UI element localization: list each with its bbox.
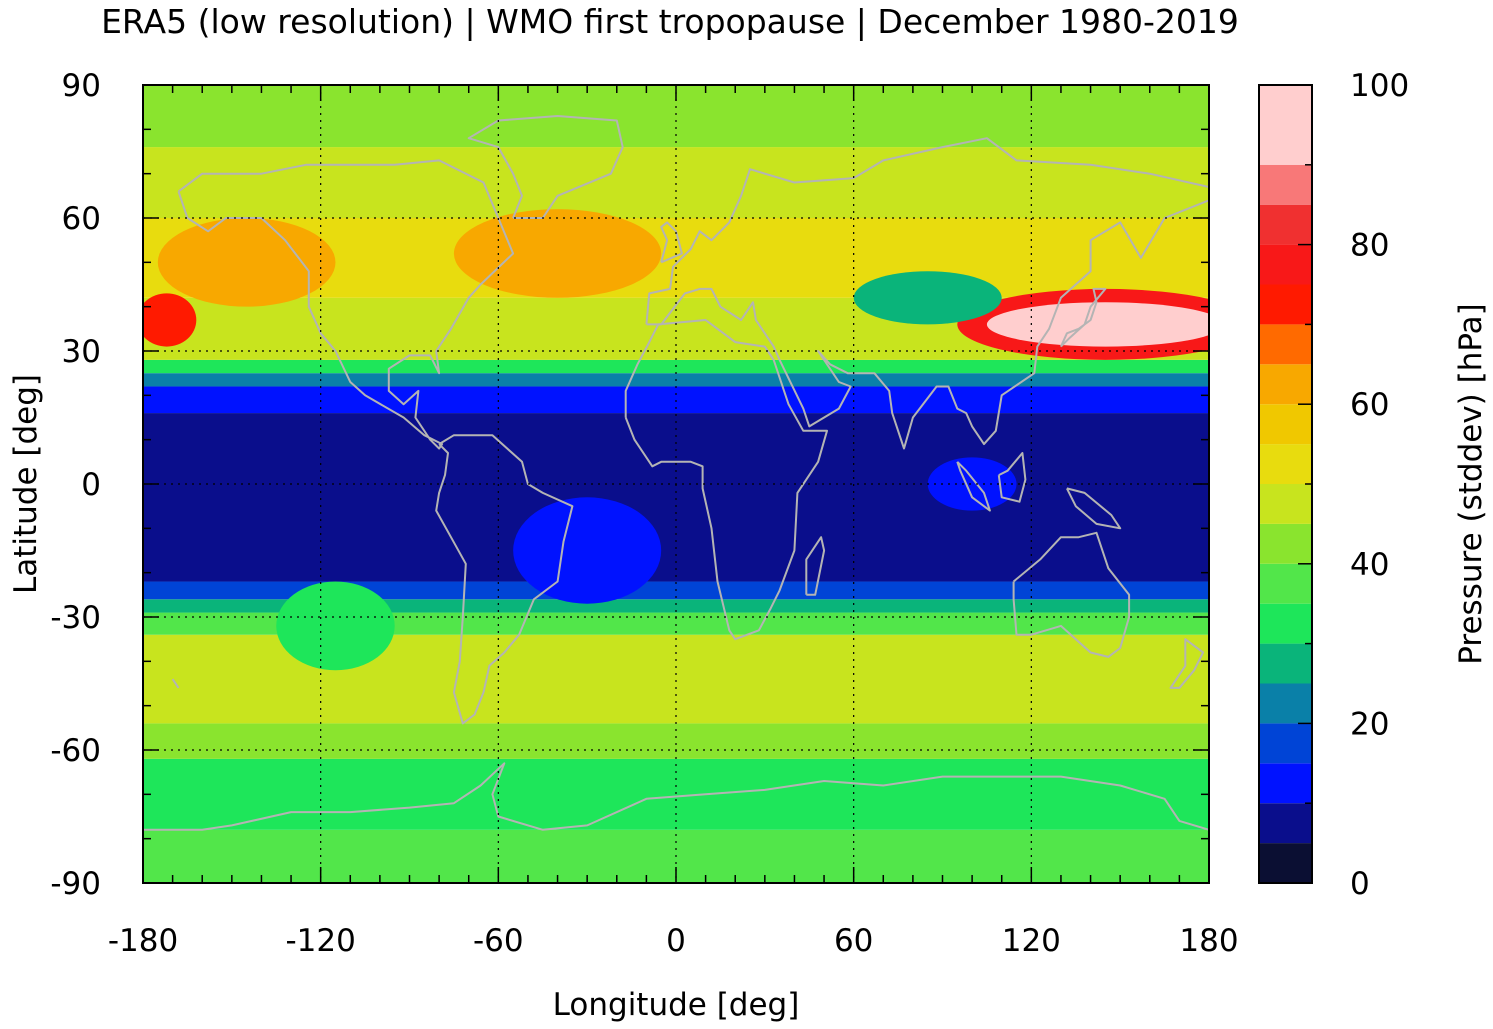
- y-tick-label: -30: [50, 600, 101, 636]
- colorbar-tick-label: 0: [1350, 866, 1370, 902]
- y-tick-label: 0: [81, 467, 101, 503]
- coastline-2: [624, 319, 828, 641]
- axis-ticks: [142, 84, 1210, 884]
- colorbar-level-4: [1259, 683, 1312, 724]
- colorbar-level-1: [1259, 803, 1312, 844]
- colorbar-level-8: [1259, 523, 1312, 564]
- coastline-8: [1059, 287, 1107, 348]
- field-feature-5: [276, 581, 395, 671]
- field-band-5: [143, 599, 1209, 613]
- field-band-8: [143, 386, 1209, 414]
- colorbar-tick-label: 20: [1350, 706, 1389, 742]
- coastline-13: [171, 678, 180, 689]
- coastline-outlines: [143, 115, 1209, 831]
- x-axis-label: Longitude [deg]: [553, 987, 800, 1023]
- colorbar-level-3: [1259, 723, 1312, 764]
- colorbar-frame: [1258, 84, 1313, 884]
- field-band-4: [143, 612, 1209, 635]
- field-feature-2: [157, 218, 336, 307]
- field-feature-1: [453, 209, 662, 298]
- colorbar: [1259, 84, 1312, 884]
- x-tick-label: 60: [834, 923, 873, 959]
- colorbar-level-18: [1259, 85, 1312, 165]
- colorbar-level-6: [1259, 603, 1312, 644]
- colorbar-level-14: [1259, 284, 1312, 325]
- coastline-9: [805, 536, 826, 596]
- coastline-7: [660, 221, 683, 264]
- coastline-1: [435, 434, 574, 725]
- y-tick-label: 30: [62, 334, 101, 370]
- y-tick-label: 60: [62, 201, 101, 237]
- coastline-4: [1012, 531, 1131, 658]
- colorbar-level-17: [1259, 164, 1312, 205]
- colorbar-tick-labels: 0 20 40 60 80 100: [1350, 68, 1409, 902]
- x-tick-label: -180: [108, 923, 178, 959]
- field-feature-6: [853, 271, 1002, 325]
- coastline-12: [1066, 487, 1122, 530]
- colorbar-level-0: [1259, 843, 1312, 883]
- x-tick-label: -120: [285, 923, 355, 959]
- colorbar-level-16: [1259, 204, 1312, 245]
- colorbar-level-11: [1259, 404, 1312, 445]
- colorbar-level-13: [1259, 324, 1312, 365]
- field-feature-8: [143, 293, 197, 347]
- colorbar-level-15: [1259, 244, 1312, 285]
- colorbar-tick-label: 80: [1350, 228, 1389, 264]
- coastline-5: [467, 115, 624, 219]
- field-band-2: [143, 723, 1209, 759]
- colorbar-tick-label: 40: [1350, 547, 1389, 583]
- y-tick-label: -60: [50, 733, 101, 769]
- colorbar-level-9: [1259, 484, 1312, 524]
- grid-lines: [143, 85, 1209, 883]
- coastline-new-zealand: [1169, 638, 1205, 689]
- coastline-0: [177, 159, 515, 450]
- chart-title: ERA5 (low resolution) | WMO first tropop…: [101, 2, 1239, 41]
- field-feature-3: [513, 497, 662, 604]
- coastline-11: [997, 452, 1027, 503]
- colorbar-level-10: [1259, 444, 1312, 484]
- colorbar-level-7: [1259, 563, 1312, 604]
- field-band-1: [143, 758, 1209, 830]
- x-tick-label: 180: [1179, 923, 1238, 959]
- colorbar-tick-label: 100: [1350, 68, 1409, 104]
- colorbar-level-12: [1259, 364, 1312, 405]
- colorbar-level-5: [1259, 643, 1312, 684]
- coastline-3: [645, 137, 1209, 450]
- colorbar-level-2: [1259, 763, 1312, 804]
- field-band-13: [143, 147, 1209, 218]
- colorbar-label: Pressure (stddev) [hPa]: [1453, 303, 1489, 664]
- x-tick-label: 0: [666, 923, 686, 959]
- coastline-6: [143, 762, 1209, 831]
- x-tick-label: -60: [473, 923, 524, 959]
- y-tick-label: 90: [62, 68, 101, 104]
- x-tick-labels: -180 -120 -60 0 60 120 180: [108, 923, 1239, 959]
- x-tick-label: 120: [1002, 923, 1061, 959]
- field-band-7: [143, 413, 1209, 582]
- colorbar-tick-label: 60: [1350, 387, 1389, 423]
- y-axis-label: Latitude [deg]: [8, 374, 44, 594]
- field-feature-4: [986, 302, 1209, 347]
- y-tick-label: -90: [50, 866, 101, 902]
- coastline-10: [956, 461, 991, 512]
- y-tick-labels: 90 60 30 0 -30 -60 -90: [50, 68, 101, 902]
- field-feature-7: [927, 457, 1017, 511]
